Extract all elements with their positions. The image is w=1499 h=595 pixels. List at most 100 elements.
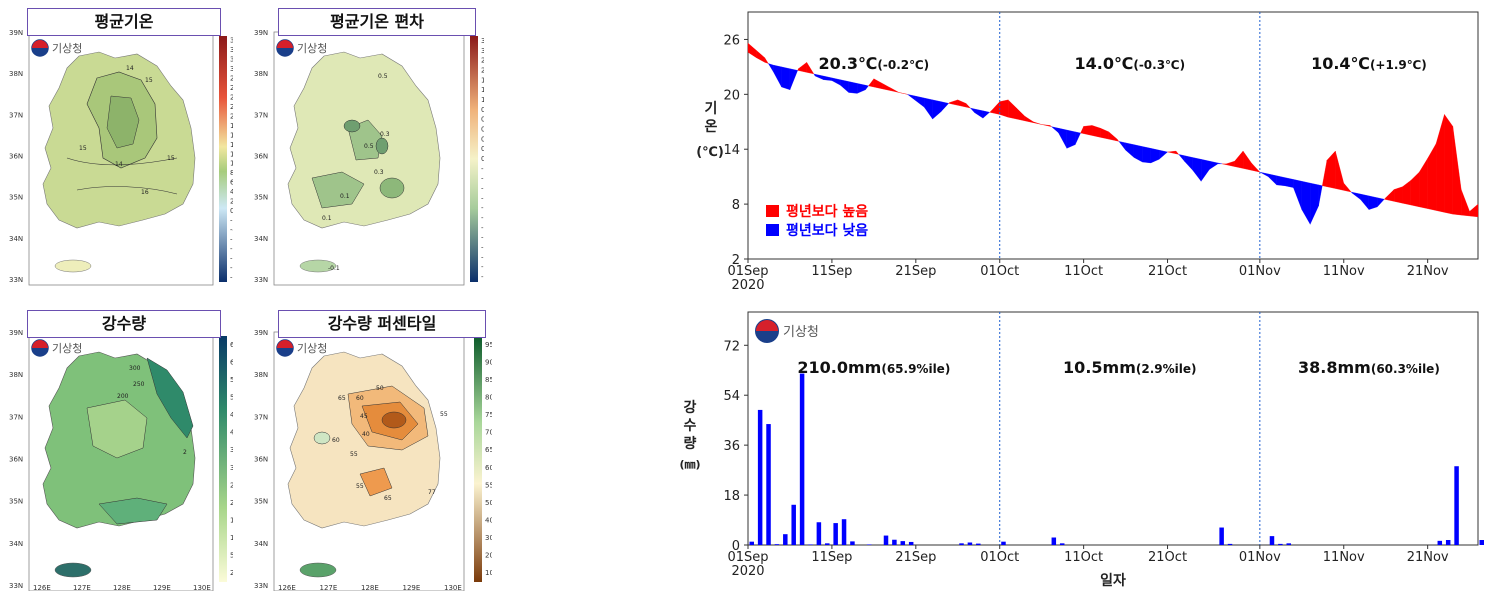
map-title: 강수량: [27, 310, 221, 338]
colorbar-tick: 0.7: [481, 116, 484, 124]
lat-tick: 37N: [254, 413, 268, 421]
contour-label: 15: [145, 77, 153, 84]
lat-tick: 39N: [9, 29, 23, 37]
lat-tick: 34N: [254, 540, 268, 548]
contour-label: 0.1: [340, 193, 350, 200]
anomaly-area: [940, 101, 949, 113]
x-tick-label: 01Nov: [1239, 550, 1281, 565]
anomaly-area: [806, 61, 815, 75]
lat-tick: 33N: [254, 276, 268, 284]
anomaly-area: [1251, 162, 1261, 173]
colorbar-tick: 3.5: [481, 37, 484, 45]
colorbar-tick: -3.0: [481, 263, 484, 271]
x-tick-year: 2020: [731, 564, 764, 579]
precip-bar: [1479, 540, 1484, 545]
lat-tick: 35N: [9, 194, 23, 202]
anomaly-area: [1444, 113, 1453, 215]
lat-tick: 35N: [254, 498, 268, 506]
colorbar-tick: 90: [485, 358, 492, 366]
precip-bar: [799, 373, 805, 545]
colorbar-tick: 22: [230, 103, 233, 111]
map-title: 강수량 퍼센타일: [278, 310, 486, 338]
contour-label: -0.1: [328, 265, 340, 272]
legend-label: 평년보다 낮음: [786, 222, 868, 239]
x-tick-label: 01Oct: [980, 550, 1019, 565]
lon-tick: 129E: [403, 584, 421, 591]
x-tick-label: 21Nov: [1407, 264, 1449, 279]
precip-bar: [1286, 543, 1292, 545]
anomaly-area: [1049, 125, 1052, 127]
precip-bar: [1001, 541, 1006, 545]
precip-bar: [841, 519, 847, 545]
contour-label: 14: [115, 161, 123, 168]
colorbar-tick: 60: [485, 464, 492, 472]
colorbar-tick: 75: [485, 411, 492, 419]
precip-bar: [783, 534, 788, 545]
colorbar: [219, 36, 227, 282]
contour-label: 77: [428, 489, 436, 496]
logo-emblem-blue-icon: [32, 348, 48, 356]
contour-label: 55: [350, 451, 358, 458]
anomaly-area: [1033, 121, 1042, 125]
precip-bar: [1445, 540, 1451, 545]
lon-tick: 128E: [361, 584, 379, 591]
anomaly-area: [1075, 131, 1081, 145]
lon-tick: 129E: [153, 584, 171, 591]
lat-tick: 33N: [9, 276, 23, 284]
colorbar-tick: 28: [230, 75, 233, 83]
kma-logo: 기상청: [31, 39, 82, 57]
contour-label: 60: [332, 437, 340, 444]
y-axis-label-char: 수: [684, 418, 697, 434]
colorbar-tick: 40: [485, 517, 492, 525]
legend-swatch: [766, 205, 779, 217]
colorbar-tick: 400: [230, 429, 233, 437]
x-axis-label: 일자: [1100, 573, 1126, 589]
precip-bar: [808, 544, 813, 545]
colorbar-tick: 300: [230, 464, 233, 472]
y-tick-label: 0: [732, 539, 740, 554]
precip-bar: [959, 543, 964, 545]
lat-tick: 39N: [254, 329, 268, 337]
colorbar-tick: -12: [230, 264, 233, 272]
colorbar-tick: 26: [230, 84, 233, 92]
contour-label: 0.3: [380, 131, 390, 138]
colorbar-tick: 100: [230, 534, 233, 542]
contour-label: 250: [133, 381, 145, 388]
period-total-annotation: 38.8mm(60.3%ile): [1298, 358, 1440, 377]
precip-bar: [1051, 537, 1057, 545]
colorbar-tick: -2.5: [481, 253, 484, 261]
colorbar-tick: -8: [230, 245, 233, 253]
contour-label: 15: [167, 155, 175, 162]
precip-bar: [1454, 466, 1459, 545]
kma-logo: 기상청: [31, 339, 82, 357]
colorbar-tick: 36: [230, 37, 233, 45]
map-panel-temp-anomaly: 0.5 0.3 0.5 0.3 0.1 0.1 -0.1 3.5 3.0 2.52.…: [252, 8, 495, 296]
colorbar-tick: 50: [485, 499, 492, 507]
colorbar-tick: 2: [230, 198, 233, 206]
logo-text: 기상청: [52, 42, 82, 55]
colorbar-tick: 0.1: [481, 145, 484, 153]
contour-label: 2: [183, 449, 187, 456]
colorbar-tick: -14: [230, 273, 233, 281]
colorbar-tick: -1.2: [481, 214, 484, 222]
lat-tick: 34N: [9, 235, 23, 243]
lat-tick: 36N: [9, 153, 23, 161]
colorbar-tick: 500: [230, 394, 233, 402]
x-tick-label: 21Sep: [895, 264, 936, 279]
contour-label: 300: [129, 365, 141, 372]
colorbar-tick: 16: [230, 131, 233, 139]
precip-bar: [908, 541, 914, 545]
map-panel-precip-percentile: 50 60 65 45 40 55 60 55 65 77 55 95 90 85 8…: [252, 308, 494, 592]
precip-bar: [791, 504, 796, 545]
precip-bar: [825, 543, 830, 545]
logo-emblem-red-icon: [756, 320, 778, 331]
contour-label: 45: [360, 413, 368, 420]
contour-label: 200: [117, 393, 129, 400]
precip-bar: [900, 541, 906, 545]
logo-text: 기상청: [297, 342, 327, 355]
contour-label: 55: [356, 483, 364, 490]
precip-bar: [774, 544, 780, 545]
anomaly-area: [1142, 146, 1151, 164]
contour-label: 14: [126, 65, 134, 72]
